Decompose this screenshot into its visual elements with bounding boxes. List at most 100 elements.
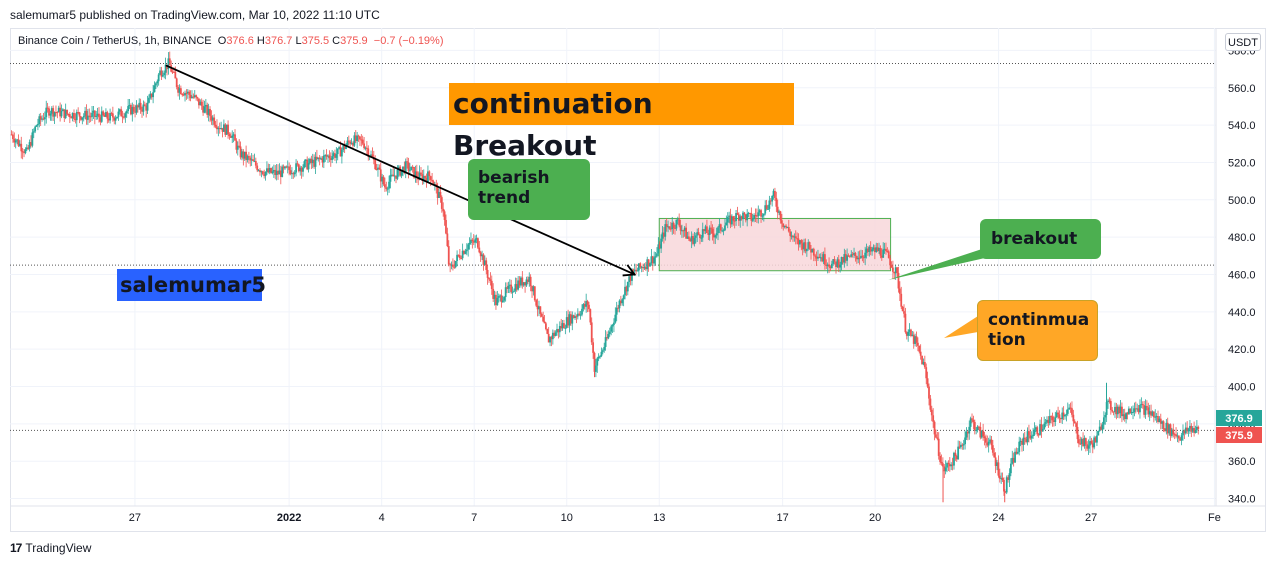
candle-body	[946, 463, 948, 468]
candle-body	[342, 145, 345, 150]
candle-body	[460, 258, 463, 260]
candle-body	[618, 300, 621, 309]
currency-selector[interactable]: USDT	[1225, 33, 1261, 51]
candle-body	[277, 170, 279, 175]
candle-body	[551, 332, 554, 340]
candle-body	[722, 230, 725, 232]
high-value: 376.7	[264, 35, 293, 47]
candle-body	[1197, 426, 1200, 429]
candle-body	[1127, 408, 1130, 415]
candle-body	[581, 308, 583, 315]
candle-body	[908, 329, 911, 332]
candle-body	[245, 151, 248, 160]
candle-body	[1190, 425, 1193, 432]
candle-body	[442, 208, 445, 212]
candle-body	[1059, 418, 1062, 420]
candle-body	[1061, 412, 1064, 420]
candle-body	[239, 146, 242, 158]
candle-body	[253, 160, 256, 162]
candle-body	[279, 170, 282, 177]
candle-body	[141, 109, 143, 112]
candle-body	[261, 171, 264, 175]
candle-body	[1039, 424, 1041, 435]
candle-body	[892, 267, 894, 272]
candle-body	[343, 145, 346, 149]
candle-body	[339, 147, 342, 157]
candle-body	[406, 161, 409, 163]
candle-body	[43, 117, 46, 120]
candle-body	[14, 140, 17, 143]
candle-body	[1066, 409, 1069, 414]
candle-body	[198, 98, 200, 106]
candle-body	[328, 155, 331, 159]
candle-body	[232, 134, 235, 136]
candle-body	[483, 260, 486, 265]
candle-body	[175, 78, 178, 87]
candle-body	[919, 351, 922, 356]
candle-body	[424, 176, 427, 178]
candle-body	[796, 238, 799, 240]
candle-body	[923, 362, 926, 368]
candle-body	[521, 277, 524, 286]
candle-body	[399, 166, 402, 176]
candle-body	[869, 246, 872, 252]
candle-body	[693, 237, 696, 244]
candle-body	[32, 131, 35, 133]
candle-body	[1182, 430, 1184, 436]
candle-body	[708, 227, 711, 235]
candle-body	[13, 138, 16, 143]
candle-body	[556, 329, 558, 333]
candle-body	[120, 109, 123, 117]
trend-line-stroke	[165, 64, 635, 276]
candle-body	[432, 181, 435, 185]
candle-body	[948, 464, 951, 467]
tradingview-logo[interactable]: 17 TradingView	[10, 541, 91, 555]
candle-body	[260, 171, 263, 173]
username-annotation[interactable]: salemumar5	[117, 269, 266, 301]
candle-body	[1021, 440, 1023, 445]
candle-body	[1115, 406, 1118, 415]
candle-body	[904, 313, 907, 333]
candle-body	[651, 256, 654, 264]
candle-body	[610, 326, 613, 332]
candle-body	[500, 295, 503, 303]
candle-body	[1072, 414, 1075, 422]
candle-body	[392, 174, 395, 177]
candle-body	[1169, 424, 1172, 436]
candle-body	[171, 71, 174, 73]
candle-body	[850, 254, 853, 257]
candle-body	[592, 342, 595, 353]
candle-body	[307, 163, 310, 170]
candle-body	[729, 215, 732, 225]
candle-body	[740, 216, 743, 220]
candle-body	[978, 426, 980, 428]
bearish-trend-annotation[interactable]: bearish trend	[468, 159, 590, 220]
candle-body	[315, 156, 318, 160]
candle-body	[440, 197, 443, 209]
candle-body	[1168, 424, 1171, 434]
candle-body	[685, 227, 688, 239]
candle-body	[384, 184, 386, 188]
candle-body	[1173, 434, 1176, 436]
candle-body	[295, 163, 297, 173]
candle-body	[74, 118, 77, 121]
continuation-annotation[interactable]: continmua tion	[977, 300, 1098, 361]
candle-body	[1033, 429, 1036, 435]
candle-body	[1121, 406, 1123, 417]
candle-body	[900, 293, 903, 307]
title-annotation[interactable]: continuation Breakout	[449, 83, 794, 162]
candle-body	[132, 106, 135, 112]
candle-body	[857, 257, 860, 260]
candle-body	[879, 247, 882, 256]
breakout-annotation[interactable]: breakout	[980, 219, 1101, 259]
candle-body	[961, 444, 964, 446]
candle-body	[513, 290, 515, 292]
candle-body	[682, 230, 685, 232]
candle-body	[1041, 428, 1044, 432]
candle-body	[63, 109, 66, 119]
candle-body	[179, 88, 182, 95]
candle-body	[474, 239, 477, 243]
candle-body	[1132, 411, 1134, 413]
candle-body	[712, 233, 715, 238]
